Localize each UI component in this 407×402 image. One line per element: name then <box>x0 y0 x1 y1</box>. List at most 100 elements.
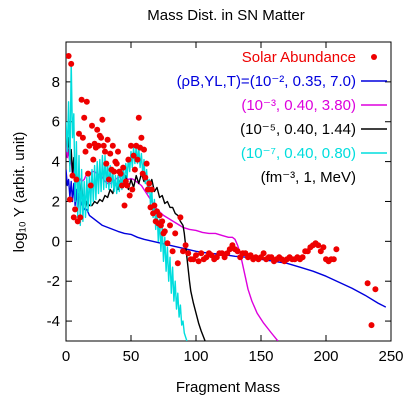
data-point <box>94 126 101 133</box>
data-point <box>104 136 111 143</box>
y-tick-label: 8 <box>52 74 60 91</box>
plot-frame <box>65 41 392 342</box>
data-point <box>117 170 124 177</box>
data-point <box>135 114 142 121</box>
data-point <box>131 166 138 173</box>
x-tick-label: 200 <box>313 348 338 365</box>
data-point <box>372 286 379 293</box>
y-ticks: -4 -2 0 2 4 6 8 <box>47 74 391 330</box>
data-point <box>121 202 128 209</box>
data-point <box>87 182 94 189</box>
chart-title: Mass Dist. in SN Matter <box>147 7 305 24</box>
x-ticks: 0 50 100 150 200 250 <box>62 42 404 365</box>
data-point <box>182 242 189 249</box>
data-point <box>148 186 155 193</box>
y-tick-label: 6 <box>52 114 60 131</box>
legend-label: (10⁻⁷, 0.40, 0.80) <box>241 145 356 162</box>
data-point <box>364 280 371 287</box>
data-point <box>83 98 90 105</box>
data-point <box>85 170 92 177</box>
legend-units: (fm⁻³, 1, MeV) <box>261 169 356 186</box>
data-point <box>70 214 77 221</box>
data-point <box>130 152 137 159</box>
data-point <box>89 122 95 129</box>
data-point <box>151 202 158 209</box>
legend-label: (10⁻³, 0.40, 3.80) <box>241 97 356 114</box>
data-point <box>86 142 93 149</box>
data-point <box>129 186 136 193</box>
data-point <box>120 164 127 171</box>
data-point <box>79 134 86 141</box>
legend-label: (10⁻⁵, 0.40, 1.44) <box>240 121 356 138</box>
data-point <box>128 142 134 149</box>
data-point <box>100 142 107 149</box>
data-point <box>109 142 116 149</box>
data-point <box>138 134 145 141</box>
data-point <box>174 260 181 267</box>
x-tick-label: 50 <box>123 348 140 365</box>
legend-label: (ρB,YL,T)=(10⁻², 0.35, 7.0) <box>177 73 356 90</box>
data-point <box>126 192 133 199</box>
data-point <box>180 248 186 255</box>
data-point <box>66 53 72 59</box>
data-point <box>113 160 120 167</box>
data-point <box>185 250 192 257</box>
data-point <box>134 156 141 163</box>
data-point <box>125 156 132 163</box>
data-point <box>68 60 75 67</box>
data-point <box>156 212 163 219</box>
data-point <box>64 31 70 37</box>
data-point <box>66 196 73 203</box>
legend: Solar Abundance (ρB,YL,T)=(10⁻², 0.35, 7.… <box>177 49 387 186</box>
y-tick-label: 2 <box>52 193 60 210</box>
data-point <box>161 228 168 235</box>
data-point <box>105 176 112 183</box>
legend-label: Solar Abundance <box>242 49 356 66</box>
data-point <box>72 206 79 213</box>
y-tick-label: 4 <box>52 154 60 171</box>
data-point <box>260 250 267 257</box>
data-point <box>82 148 89 155</box>
data-point <box>169 248 176 255</box>
data-point <box>78 96 85 103</box>
data-point <box>90 156 97 163</box>
data-point <box>198 250 205 257</box>
data-point <box>167 222 173 229</box>
data-point <box>115 148 121 155</box>
x-tick-label: 100 <box>183 348 208 365</box>
data-point <box>107 150 114 157</box>
x-tick-label: 0 <box>62 348 70 365</box>
series-solar-abundance <box>64 31 379 329</box>
y-tick-label: -4 <box>47 313 60 330</box>
x-tick-label: 150 <box>248 348 273 365</box>
data-point <box>77 214 84 221</box>
data-point <box>99 116 106 123</box>
data-point <box>330 256 337 263</box>
data-point <box>299 254 306 261</box>
data-point <box>159 218 166 225</box>
legend-marker <box>371 54 377 60</box>
data-point <box>164 240 171 247</box>
y-tick-label: 0 <box>52 233 60 250</box>
series-line-1 <box>66 169 387 308</box>
y-axis-label: log₁₀ Y (arbit. unit) <box>11 132 28 253</box>
data-point <box>141 146 147 153</box>
series-layer <box>64 31 387 341</box>
data-point <box>234 248 241 255</box>
data-point <box>368 322 375 329</box>
data-point <box>81 114 88 121</box>
data-point <box>146 180 153 187</box>
data-point <box>177 214 184 221</box>
series-line-4 <box>66 61 188 341</box>
data-point <box>320 244 327 251</box>
x-axis-label: Fragment Mass <box>176 379 280 396</box>
data-point <box>333 246 340 253</box>
data-point <box>73 176 80 183</box>
data-point <box>118 182 125 189</box>
data-point <box>95 142 102 149</box>
data-point <box>195 258 202 265</box>
data-point <box>193 252 199 259</box>
data-point <box>124 182 131 189</box>
data-point <box>69 172 76 179</box>
